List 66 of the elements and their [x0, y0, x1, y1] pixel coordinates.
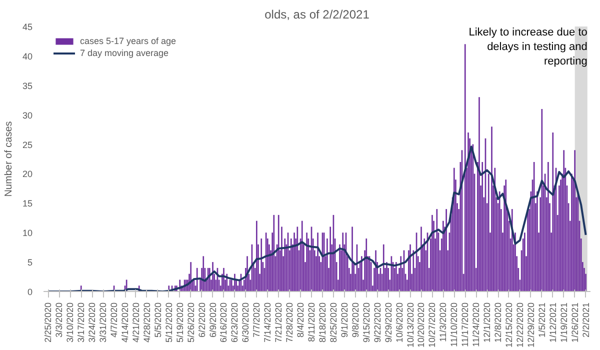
x-tick-label: 9/15/2020	[361, 302, 372, 343]
y-tick-label: 40	[22, 51, 33, 62]
x-tick-label: 11/3/2020	[438, 302, 448, 342]
legend-label: cases 5-17 years of age	[80, 36, 176, 46]
x-tick-label: 10/13/2020	[405, 302, 416, 348]
y-tick-label: 35	[22, 80, 33, 91]
y-tick-label: 25	[22, 140, 33, 150]
y-axis-title: Number of cases	[3, 121, 14, 197]
x-tick-label: 7/28/2020	[284, 302, 295, 343]
legend-label: 7 day moving average	[80, 48, 169, 58]
line-series	[47, 146, 587, 292]
x-tick-label: 7/14/2020	[262, 302, 273, 343]
x-tick-label: 4/21/2020	[130, 302, 141, 343]
x-tick-label: 6/9/2020	[208, 302, 218, 338]
y-tick-label: 20	[22, 169, 33, 180]
x-tick-label: 6/23/2020	[230, 302, 240, 343]
x-tick-label: 11/17/2020	[460, 302, 470, 347]
x-tick-label: 5/19/2020	[174, 302, 185, 343]
x-tick-label: 3/3/2020	[54, 302, 64, 338]
band-label: Likely to increase due to delays in testing and reporting	[468, 26, 588, 68]
x-tick-label: 5/26/2020	[186, 302, 196, 343]
y-tick-label: 10	[22, 228, 33, 238]
x-tick-label: 5/12/2020	[164, 302, 174, 343]
x-tick-label: 12/8/2020	[493, 302, 504, 343]
x-tick-label: 4/28/2020	[142, 302, 152, 343]
x-tick-label: 6/16/2020	[218, 302, 229, 343]
x-tick-label: 6/30/2020	[240, 302, 251, 343]
x-tick-label: 12/29/2020	[526, 302, 536, 348]
x-tick-label: 3/24/2020	[87, 302, 98, 343]
x-tick-label: 3/10/2020	[65, 302, 76, 343]
x-tick-label: 9/8/2020	[350, 302, 360, 338]
y-tick-label: 15	[22, 198, 33, 209]
x-tick-label: 2/2/2021	[580, 302, 591, 338]
x-tick-label: 1/26/2021	[570, 302, 580, 343]
x-tick-label: 3/17/2020	[76, 302, 86, 343]
x-tick-label: 1/19/2021	[558, 302, 569, 343]
x-tick-label: 8/18/2020	[317, 302, 328, 343]
x-tick-label: 5/5/2020	[152, 302, 163, 338]
x-tick-label: 3/31/2020	[98, 302, 108, 343]
y-tick-label: 0	[27, 287, 33, 297]
x-tick-label: 11/24/2020	[471, 302, 482, 347]
y-tick-label: 30	[22, 110, 33, 120]
chart-title: olds, as of 2/2/2021	[264, 8, 370, 22]
x-tick-label: 10/6/2020	[394, 302, 404, 343]
x-tick-label: 10/20/2020	[416, 302, 426, 348]
x-tick-label: 4/14/2020	[120, 302, 130, 343]
x-tick-label: 10/27/2020	[427, 302, 438, 348]
x-tick-label: 1/5/2021	[536, 302, 547, 338]
x-tick-label: 7/7/2020	[252, 302, 262, 338]
x-tick-label: 8/11/2020	[306, 302, 317, 342]
x-tick-label: 2/25/2020	[43, 302, 54, 343]
x-tick-label: 9/29/2020	[383, 302, 394, 343]
x-tick-label: 7/21/2020	[274, 302, 284, 343]
y-tick-label: 5	[27, 258, 33, 268]
x-tick-label: 12/1/2020	[482, 302, 492, 343]
x-tick-label: 6/2/2020	[196, 302, 207, 338]
x-tick-label: 1/12/2021	[548, 302, 558, 343]
x-tick-label: 8/25/2020	[328, 302, 338, 343]
y-tick-label: 45	[22, 22, 33, 32]
x-tick-label: 12/15/2020	[504, 302, 514, 348]
x-tick-label: 9/1/2020	[339, 302, 350, 338]
x-tick-label: 8/4/2020	[296, 302, 306, 338]
x-tick-label: 12/22/2020	[514, 302, 525, 348]
x-tick-label: 4/7/2020	[109, 302, 120, 338]
x-tick-label: 9/22/2020	[372, 302, 382, 343]
x-tick-label: 11/10/2020	[449, 302, 460, 347]
